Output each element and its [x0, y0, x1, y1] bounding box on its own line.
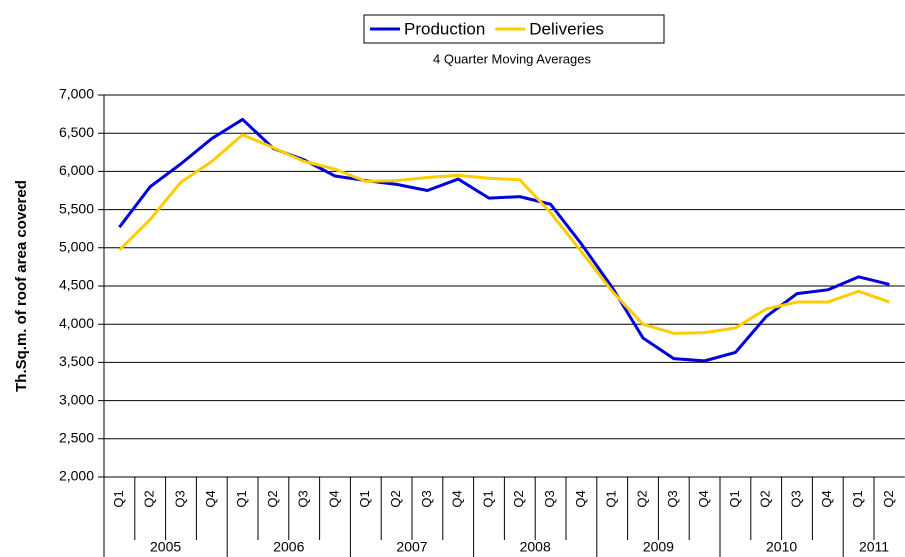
x-tick-label: Q4: [203, 490, 218, 507]
y-tick-label: 6,000: [59, 162, 94, 178]
x-tick-label: Q2: [634, 490, 649, 507]
x-tick-label: Q3: [542, 490, 557, 507]
chart-subtitle: 4 Quarter Moving Averages: [433, 51, 592, 66]
x-tick-label: Q4: [819, 490, 834, 507]
x-group-label: 2008: [520, 539, 551, 555]
x-tick-label: Q4: [573, 490, 588, 507]
x-group-label: 2007: [396, 539, 427, 555]
x-group-label: 2009: [643, 539, 674, 555]
x-tick-label: Q4: [696, 490, 711, 507]
x-tick-label: Q3: [296, 490, 311, 507]
y-axis-label: Th.Sq.m. of roof area covered: [13, 180, 30, 392]
x-tick-label: Q1: [727, 490, 742, 507]
y-tick-label: 5,000: [59, 239, 94, 255]
x-tick-label: Q3: [419, 490, 434, 507]
y-tick-label: 2,500: [59, 430, 94, 446]
x-tick-label: Q2: [142, 490, 157, 507]
x-tick-label: Q3: [172, 490, 187, 507]
x-tick-label: Q3: [788, 490, 803, 507]
y-tick-label: 2,000: [59, 468, 94, 484]
x-tick-label: Q1: [850, 490, 865, 507]
y-tick-label: 6,500: [59, 124, 94, 140]
series-line: [118, 133, 890, 335]
x-tick-label: Q1: [357, 490, 372, 507]
x-tick-label: Q2: [265, 490, 280, 507]
x-group-label: 2005: [150, 539, 181, 555]
x-group-label: 2010: [766, 539, 797, 555]
x-tick-label: Q2: [881, 490, 896, 507]
legend-label: Deliveries: [529, 19, 604, 38]
x-tick-label: Q1: [234, 490, 249, 507]
x-tick-label: Q2: [758, 490, 773, 507]
legend-label: Production: [404, 19, 485, 38]
y-tick-label: 3,000: [59, 391, 94, 407]
x-tick-label: Q2: [511, 490, 526, 507]
y-tick-label: 4,500: [59, 277, 94, 293]
x-tick-label: Q1: [604, 490, 619, 507]
x-tick-label: Q3: [665, 490, 680, 507]
y-tick-label: 3,500: [59, 353, 94, 369]
y-tick-label: 4,000: [59, 315, 94, 331]
x-tick-label: Q4: [450, 490, 465, 507]
x-tick-label: Q1: [111, 490, 126, 507]
x-group-label: 2006: [273, 539, 304, 555]
y-tick-label: 7,000: [59, 86, 94, 102]
x-tick-label: Q2: [388, 490, 403, 507]
series-line: [118, 117, 890, 363]
y-tick-label: 5,500: [59, 200, 94, 216]
x-tick-label: Q1: [480, 490, 495, 507]
x-group-label: 2011: [859, 539, 889, 555]
x-tick-label: Q4: [326, 490, 341, 507]
